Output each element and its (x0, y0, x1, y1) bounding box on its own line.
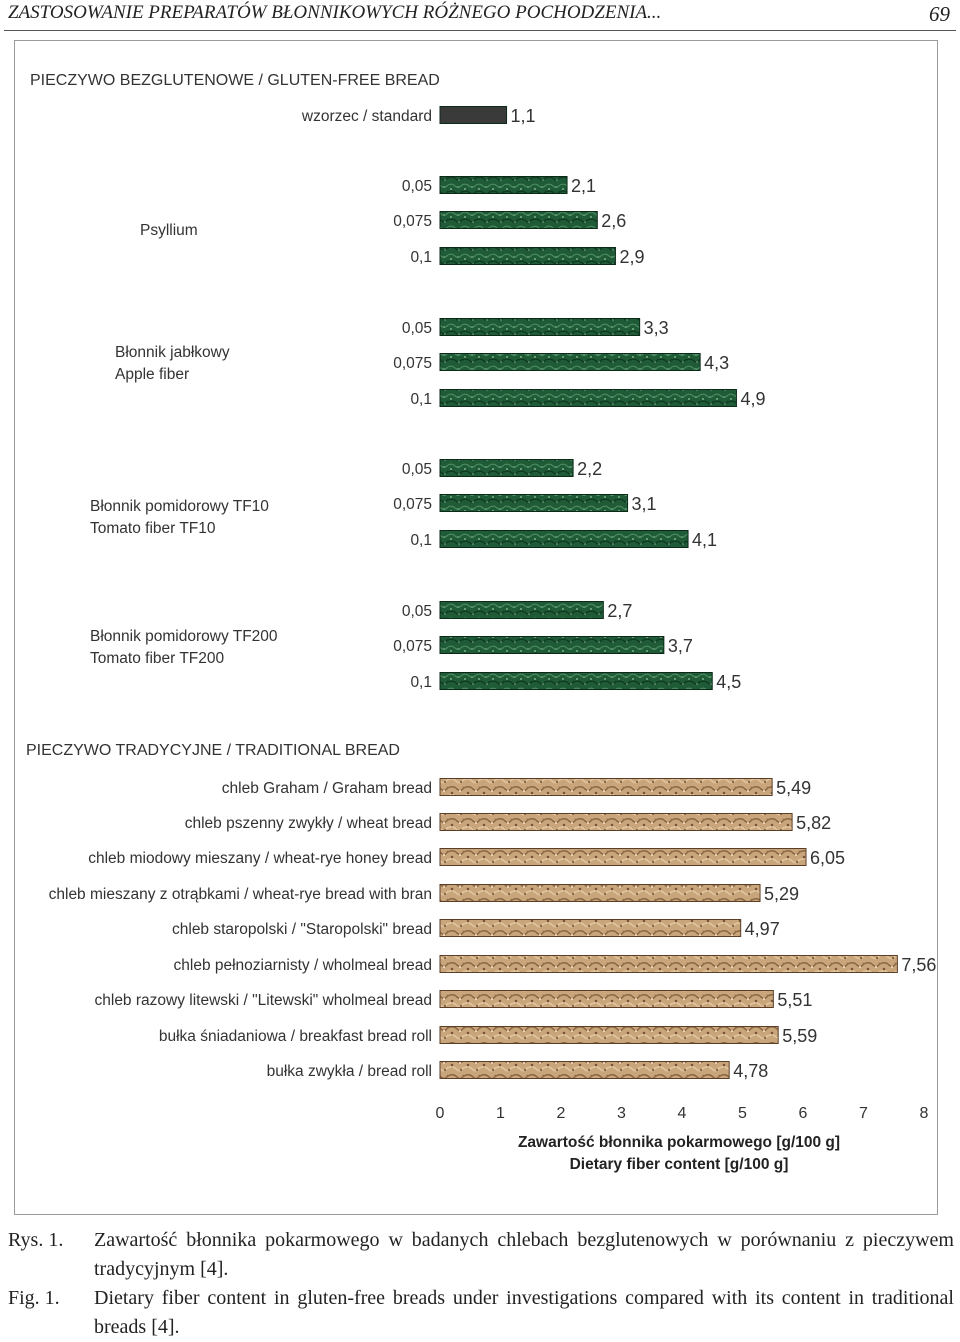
bar-value-label: 4,5 (716, 672, 741, 692)
bar-category-label: 0,075 (393, 355, 432, 372)
bar-value-label: 2,9 (619, 247, 644, 267)
group-label: Błonnik pomidorowy TF10 (90, 498, 269, 515)
caption-label-pl: Rys. 1. (8, 1229, 64, 1251)
group-label: Tomato fiber TF200 (90, 650, 224, 667)
bar (439, 672, 713, 690)
group-label: Apple fiber (115, 366, 189, 383)
bar-category-label: 0,1 (410, 674, 432, 691)
bar (439, 318, 641, 336)
bar (439, 353, 701, 371)
bar-value-label: 2,2 (577, 459, 602, 479)
bar-category-label: chleb pszenny zwykły / wheat bread (185, 815, 432, 832)
bar-value-label: 4,78 (733, 1061, 768, 1081)
bar-value-label: 5,49 (776, 778, 811, 798)
bar-value-label: 4,1 (692, 530, 717, 550)
bar-category-label: chleb pełnoziarnisty / wholmeal bread (174, 957, 432, 974)
dietary-fiber-bar-chart: PIECZYWO BEZGLUTENOWE / GLUTEN-FREE BREA… (26, 72, 936, 1173)
bar (439, 813, 793, 831)
bar-category-label: chleb mieszany z otrąbkami / wheat-rye b… (49, 886, 432, 903)
bar-category-label: chleb Graham / Graham bread (222, 780, 432, 797)
x-tick-label: 2 (557, 1105, 566, 1122)
bar-value-label: 2,6 (601, 211, 626, 231)
bar-category-label: chleb staropolski / "Staropolski" bread (172, 921, 432, 938)
bar-category-label: wzorzec / standard (301, 108, 432, 125)
x-tick-label: 7 (859, 1105, 868, 1122)
bar-category-label: chleb razowy litewski / "Litewski" wholm… (95, 992, 433, 1009)
bar-value-label: 2,1 (571, 176, 596, 196)
bar-category-label: 0,05 (402, 320, 432, 337)
bar-value-label: 5,51 (777, 990, 812, 1010)
bar (439, 247, 616, 265)
bar-category-label: 0,05 (402, 603, 432, 620)
bar-category-label: 0,1 (410, 532, 432, 549)
bar-category-label: bułka zwykła / bread roll (267, 1063, 432, 1080)
bar-category-label: 0,1 (410, 249, 432, 266)
bar-value-label: 5,82 (796, 813, 831, 833)
x-tick-label: 0 (436, 1105, 445, 1122)
group-label: Tomato fiber TF10 (90, 520, 216, 537)
bar-value-label: 4,97 (745, 919, 780, 939)
group-label: Błonnik pomidorowy TF200 (90, 628, 278, 645)
bar (439, 1061, 730, 1079)
bar (439, 1026, 779, 1044)
caption-label-en: Fig. 1. (8, 1287, 60, 1309)
bar-value-label: 4,9 (740, 389, 765, 409)
bar-value-label: 3,1 (632, 494, 657, 514)
bar-category-label: 0,05 (402, 461, 432, 478)
figure-frame (14, 40, 938, 1215)
bar-value-label: 7,56 (901, 955, 936, 975)
bar-value-label: 5,59 (782, 1026, 817, 1046)
bar (439, 106, 508, 124)
x-axis-title: Zawartość błonnika pokarmowego [g/100 g] (518, 1134, 840, 1151)
bar (439, 919, 742, 937)
bar-category-label: 0,1 (410, 391, 432, 408)
bar-category-label: 0,075 (393, 496, 432, 513)
bar (439, 778, 773, 796)
x-tick-label: 4 (678, 1105, 687, 1122)
bar (439, 211, 598, 229)
bar-category-label: 0,05 (402, 178, 432, 195)
bar (439, 955, 898, 973)
caption-text-en: Dietary fiber content in gluten-free bre… (94, 1287, 954, 1338)
bar (439, 636, 665, 654)
group-label: Błonnik jabłkowy (115, 344, 230, 361)
bar (439, 884, 761, 902)
caption-text-pl: Zawartość błonnika pokarmowego w badanyc… (94, 1229, 954, 1280)
x-tick-label: 1 (496, 1105, 505, 1122)
x-tick-label: 8 (920, 1105, 929, 1122)
bar-category-label: chleb miodowy mieszany / wheat-rye honey… (88, 850, 432, 867)
bar (439, 601, 604, 619)
bar (439, 494, 629, 512)
header-rule (4, 30, 956, 31)
bar-value-label: 1,1 (511, 106, 536, 126)
x-tick-label: 3 (617, 1105, 626, 1122)
running-head: ZASTOSOWANIE PREPARATÓW BŁONNIKOWYCH RÓŻ… (8, 2, 952, 28)
running-head-title: ZASTOSOWANIE PREPARATÓW BŁONNIKOWYCH RÓŻ… (8, 2, 662, 23)
x-tick-label: 6 (799, 1105, 808, 1122)
bar-category-label: 0,075 (393, 638, 432, 655)
bar (439, 990, 774, 1008)
bar (439, 848, 807, 866)
group-label: Psyllium (140, 222, 198, 239)
page-number: 69 (929, 2, 950, 26)
bar-category-label: bułka śniadaniowa / breakfast bread roll (159, 1028, 432, 1045)
bar (439, 176, 568, 194)
bar-value-label: 3,3 (644, 318, 669, 338)
bar-value-label: 6,05 (810, 848, 845, 868)
bar (439, 389, 737, 407)
bar-value-label: 2,7 (607, 601, 632, 621)
bar-value-label: 4,3 (704, 353, 729, 373)
section-title-0: PIECZYWO BEZGLUTENOWE / GLUTEN-FREE BREA… (30, 72, 440, 89)
bar-category-label: 0,075 (393, 213, 432, 230)
x-tick-label: 5 (738, 1105, 747, 1122)
bar-value-label: 5,29 (764, 884, 799, 904)
section-title-1: PIECZYWO TRADYCYJNE / TRADITIONAL BREAD (26, 742, 400, 759)
x-axis-title: Dietary fiber content [g/100 g] (570, 1156, 789, 1173)
bar-value-label: 3,7 (668, 636, 693, 656)
bar (439, 459, 574, 477)
bar (439, 530, 689, 548)
